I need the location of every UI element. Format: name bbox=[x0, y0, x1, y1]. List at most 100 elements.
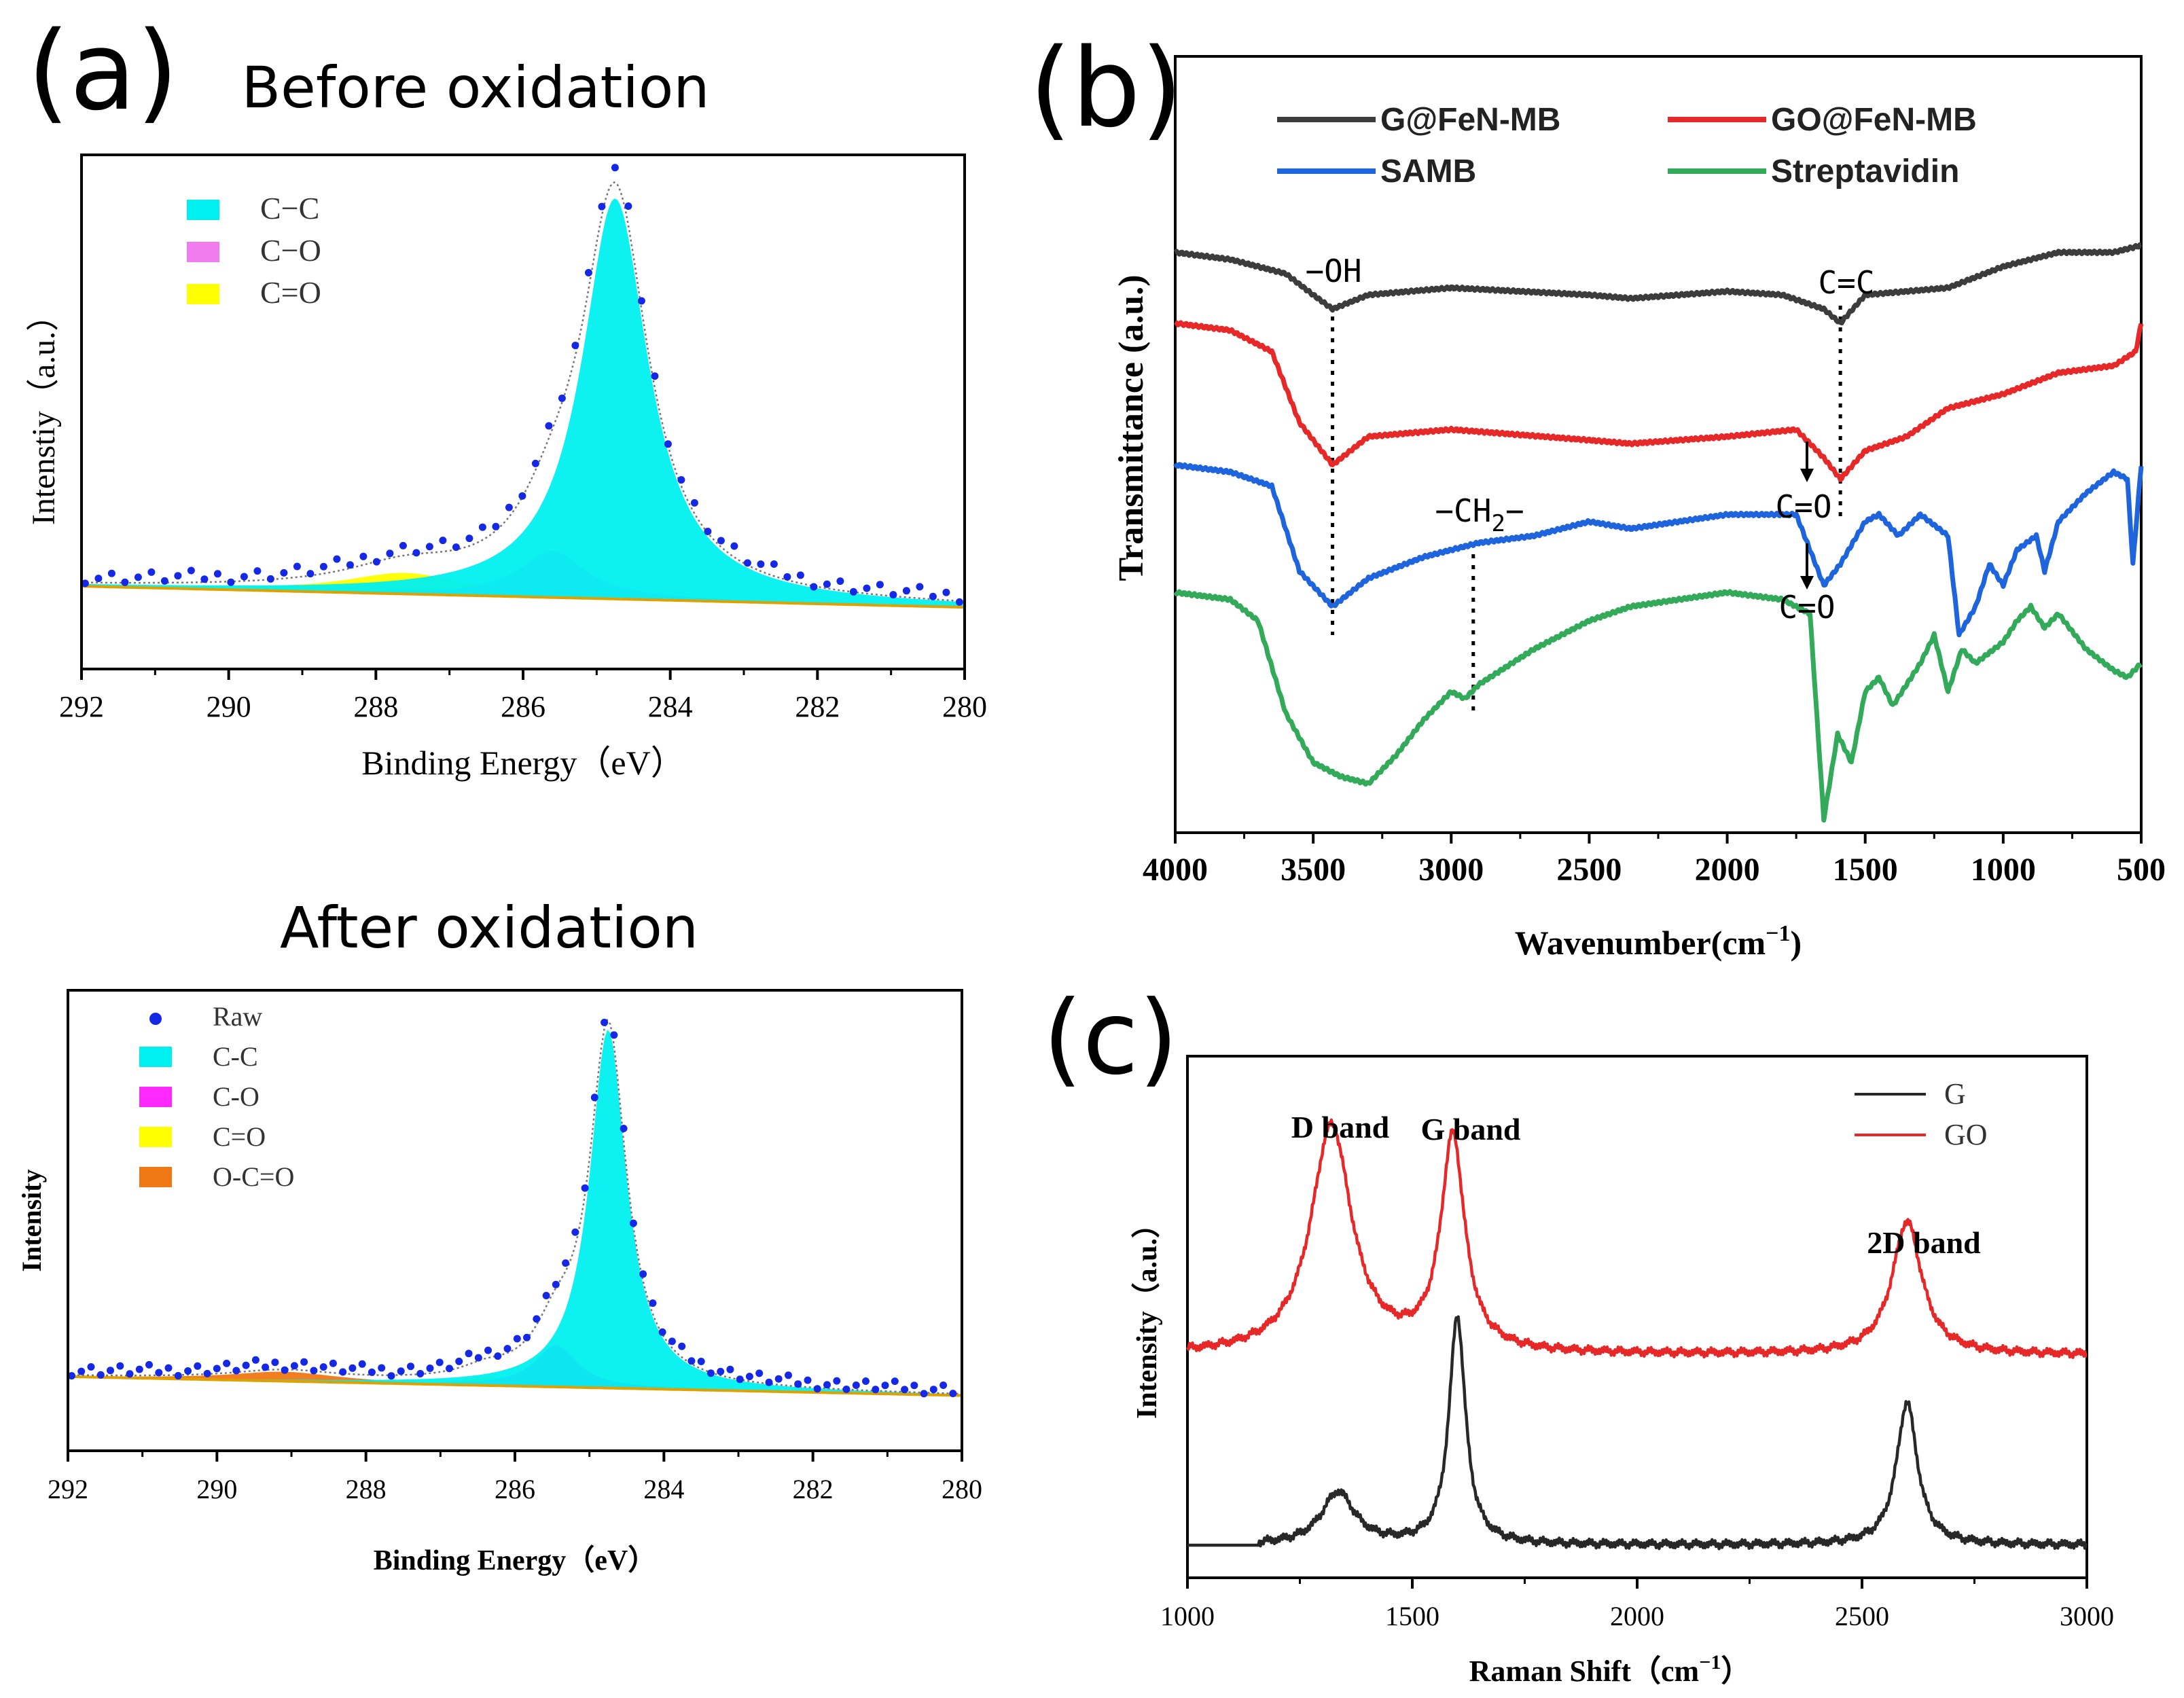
raw-point bbox=[94, 575, 103, 583]
raw-point bbox=[690, 499, 698, 507]
arrowhead-co-1 bbox=[1800, 469, 1814, 482]
raw-point bbox=[687, 1357, 696, 1365]
x-tick-label: 284 bbox=[643, 1474, 684, 1504]
raw-point bbox=[484, 1346, 492, 1354]
raw-point bbox=[266, 575, 274, 583]
raw-point bbox=[253, 567, 262, 575]
raw-point bbox=[590, 1094, 598, 1102]
raw-point bbox=[319, 1363, 327, 1371]
raw-point bbox=[213, 1365, 221, 1373]
raw-point bbox=[293, 562, 301, 571]
annotation-2d-band: 2D band bbox=[1867, 1225, 1981, 1260]
baseline-line bbox=[67, 1375, 963, 1397]
raw-point bbox=[770, 560, 778, 568]
raw-point bbox=[134, 573, 142, 581]
x-tick-label: 280 bbox=[942, 1474, 982, 1504]
raw-point bbox=[145, 1360, 153, 1369]
raw-point bbox=[280, 568, 288, 577]
annotation-oh: −OH bbox=[1305, 253, 1361, 289]
legend-label-2: SAMB bbox=[1380, 153, 1476, 189]
raw-point bbox=[505, 503, 513, 511]
raw-point bbox=[310, 1367, 318, 1375]
x-tick-label: 3000 bbox=[2060, 1601, 2114, 1631]
series-line-g-fen-mb bbox=[1173, 242, 2143, 325]
y-axis-label: Intenstiy（a.u.） bbox=[26, 299, 62, 525]
raw-point bbox=[372, 558, 380, 566]
raw-point bbox=[704, 528, 712, 535]
raw-point bbox=[333, 555, 341, 563]
envelope-line bbox=[68, 1018, 963, 1395]
x-tick-label: 284 bbox=[648, 690, 693, 723]
x-tick-label: 286 bbox=[501, 690, 545, 723]
panel-label-a: (a) bbox=[27, 7, 179, 134]
x-tick-label: 500 bbox=[2117, 852, 2166, 888]
legend-swatch-1 bbox=[187, 242, 219, 262]
raw-point bbox=[164, 1364, 173, 1372]
panel-label-b: (b) bbox=[1029, 24, 1183, 151]
raw-point bbox=[620, 1125, 628, 1132]
raw-point bbox=[107, 569, 115, 577]
raw-point bbox=[571, 1228, 579, 1236]
raw-points bbox=[81, 164, 963, 606]
x-tick-label: 2000 bbox=[1695, 852, 1760, 888]
annotation-d-band: D band bbox=[1291, 1110, 1390, 1144]
series-line-go bbox=[1186, 1118, 2088, 1359]
raw-point bbox=[862, 1377, 870, 1385]
annotation-co-1: C=O bbox=[1775, 488, 1831, 525]
x-tick-label: 290 bbox=[207, 690, 251, 723]
raw-point bbox=[386, 549, 394, 558]
x-tick-label: 4000 bbox=[1143, 852, 1208, 888]
legend-marker-0 bbox=[149, 1013, 162, 1025]
raw-point bbox=[200, 575, 209, 583]
raw-point bbox=[804, 1376, 812, 1384]
raw-point bbox=[452, 543, 460, 552]
legend-label-0: G@FeN-MB bbox=[1380, 102, 1560, 138]
raw-point bbox=[920, 1390, 928, 1398]
raw-point bbox=[942, 588, 950, 596]
legend-swatch-1 bbox=[139, 1047, 172, 1067]
y-axis-label: Intensity（a.u.） bbox=[1131, 1210, 1163, 1419]
legend-label-1: GO@FeN-MB bbox=[1771, 102, 1977, 138]
raw-point bbox=[639, 1270, 647, 1278]
x-tick-label: 288 bbox=[346, 1474, 387, 1504]
raw-point bbox=[81, 579, 89, 588]
raw-point bbox=[910, 1381, 918, 1390]
raw-point bbox=[794, 1380, 802, 1388]
raw-point bbox=[774, 1375, 783, 1383]
raw-point bbox=[668, 1337, 676, 1345]
raw-point bbox=[531, 459, 539, 467]
raw-point bbox=[426, 1365, 434, 1372]
raw-point bbox=[478, 523, 486, 531]
legend-label-0: G bbox=[1944, 1077, 1966, 1110]
raw-point bbox=[949, 1390, 957, 1398]
legend-swatch-2 bbox=[139, 1087, 172, 1107]
raw-point bbox=[823, 1381, 831, 1389]
raw-point bbox=[852, 1381, 860, 1389]
raw-point bbox=[121, 578, 129, 586]
xps-before-chart: Before oxidation 292 290 288 286 284 282 280 Bin… bbox=[26, 54, 987, 782]
raw-point bbox=[755, 1369, 764, 1377]
raw-point bbox=[872, 1386, 880, 1394]
raw-point bbox=[346, 561, 354, 569]
legend-label-1: C−O bbox=[260, 233, 321, 268]
raw-point bbox=[552, 1280, 560, 1288]
raw-point bbox=[542, 1292, 550, 1299]
raw-point bbox=[251, 1356, 259, 1364]
raw-point bbox=[359, 552, 368, 560]
legend-label-1: C-C bbox=[213, 1041, 258, 1072]
raw-point bbox=[240, 573, 248, 581]
raw-point bbox=[435, 1358, 444, 1367]
raw-point bbox=[227, 578, 235, 586]
raw-point bbox=[849, 588, 857, 596]
raw-point bbox=[581, 1184, 589, 1192]
raw-point bbox=[796, 571, 804, 579]
raw-point bbox=[810, 583, 818, 591]
x-tick-label: 1000 bbox=[1971, 852, 2036, 888]
peak-o-c-o bbox=[68, 1371, 962, 1396]
raw-point bbox=[242, 1361, 250, 1369]
x-tick-label: 282 bbox=[795, 690, 840, 723]
raw-point bbox=[571, 342, 579, 350]
x-tick-label: 286 bbox=[495, 1474, 535, 1504]
raw-point bbox=[455, 1357, 463, 1365]
raw-point bbox=[813, 1385, 821, 1393]
